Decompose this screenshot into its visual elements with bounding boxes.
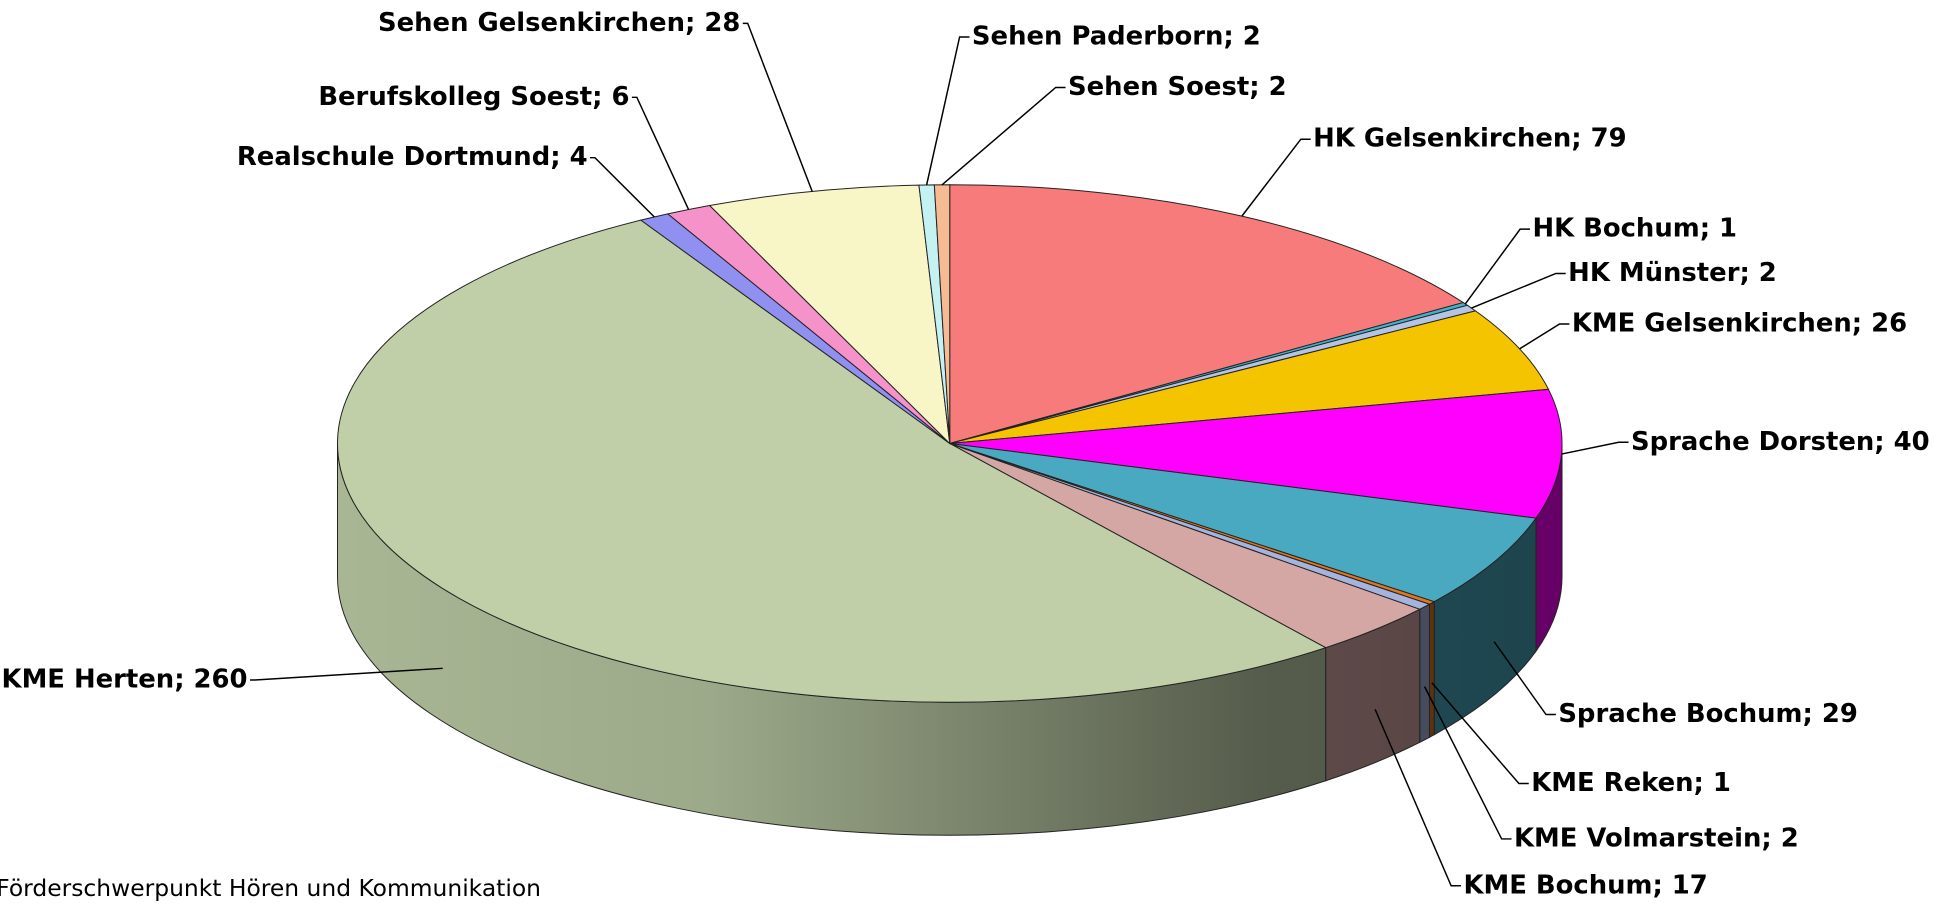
data-label: Sprache Dorsten; 40: [1631, 427, 1930, 457]
pie-slice: [336, 219, 1327, 703]
leader-line: [1519, 323, 1570, 350]
leader-line: [250, 667, 443, 681]
leader-line: [925, 36, 970, 186]
leader-line: [1561, 441, 1629, 455]
data-label: Berufskolleg Soest; 6: [318, 82, 629, 112]
pie-slice: [949, 184, 1465, 445]
data-label: Sehen Paderborn; 2: [972, 21, 1261, 51]
data-label: KME Reken; 1: [1531, 768, 1731, 798]
data-label: HK Münster; 2: [1568, 258, 1777, 288]
data-label: Sehen Soest; 2: [1068, 72, 1287, 102]
chart-title: Förderschwerpunkt Hören und Kommunikatio…: [0, 874, 541, 902]
leader-line: [941, 86, 1066, 186]
leader-line: [1431, 682, 1529, 785]
leader-line: [1374, 709, 1462, 887]
pie-slice: [949, 388, 1563, 519]
data-label: HK Gelsenkirchen; 79: [1313, 124, 1626, 154]
leader-line: [742, 22, 813, 192]
data-label: KME Gelsenkirchen; 26: [1572, 308, 1907, 338]
pie-side: [1419, 603, 1430, 744]
pie-slice: [949, 443, 1537, 603]
leader-line: [1423, 686, 1512, 840]
data-label: Sehen Gelsenkirchen; 28: [378, 8, 740, 38]
data-label: HK Bochum; 1: [1532, 214, 1737, 244]
data-label: KME Volmarstein; 2: [1514, 823, 1799, 853]
data-label: KME Bochum; 17: [1463, 870, 1707, 900]
data-label: Realschule Dortmund; 4: [237, 142, 588, 172]
pie-slice: [933, 184, 951, 444]
leader-line: [1493, 641, 1556, 716]
pie-side: [1428, 600, 1435, 739]
leader-line: [1471, 272, 1566, 309]
data-label: Sprache Bochum; 29: [1558, 699, 1858, 729]
leader-line: [1464, 228, 1530, 305]
data-label: KME Herten; 260: [2, 665, 248, 695]
leader-line: [590, 156, 655, 218]
pie-slice: [708, 184, 951, 445]
leader-line: [631, 96, 690, 210]
leader-line: [1241, 138, 1311, 217]
